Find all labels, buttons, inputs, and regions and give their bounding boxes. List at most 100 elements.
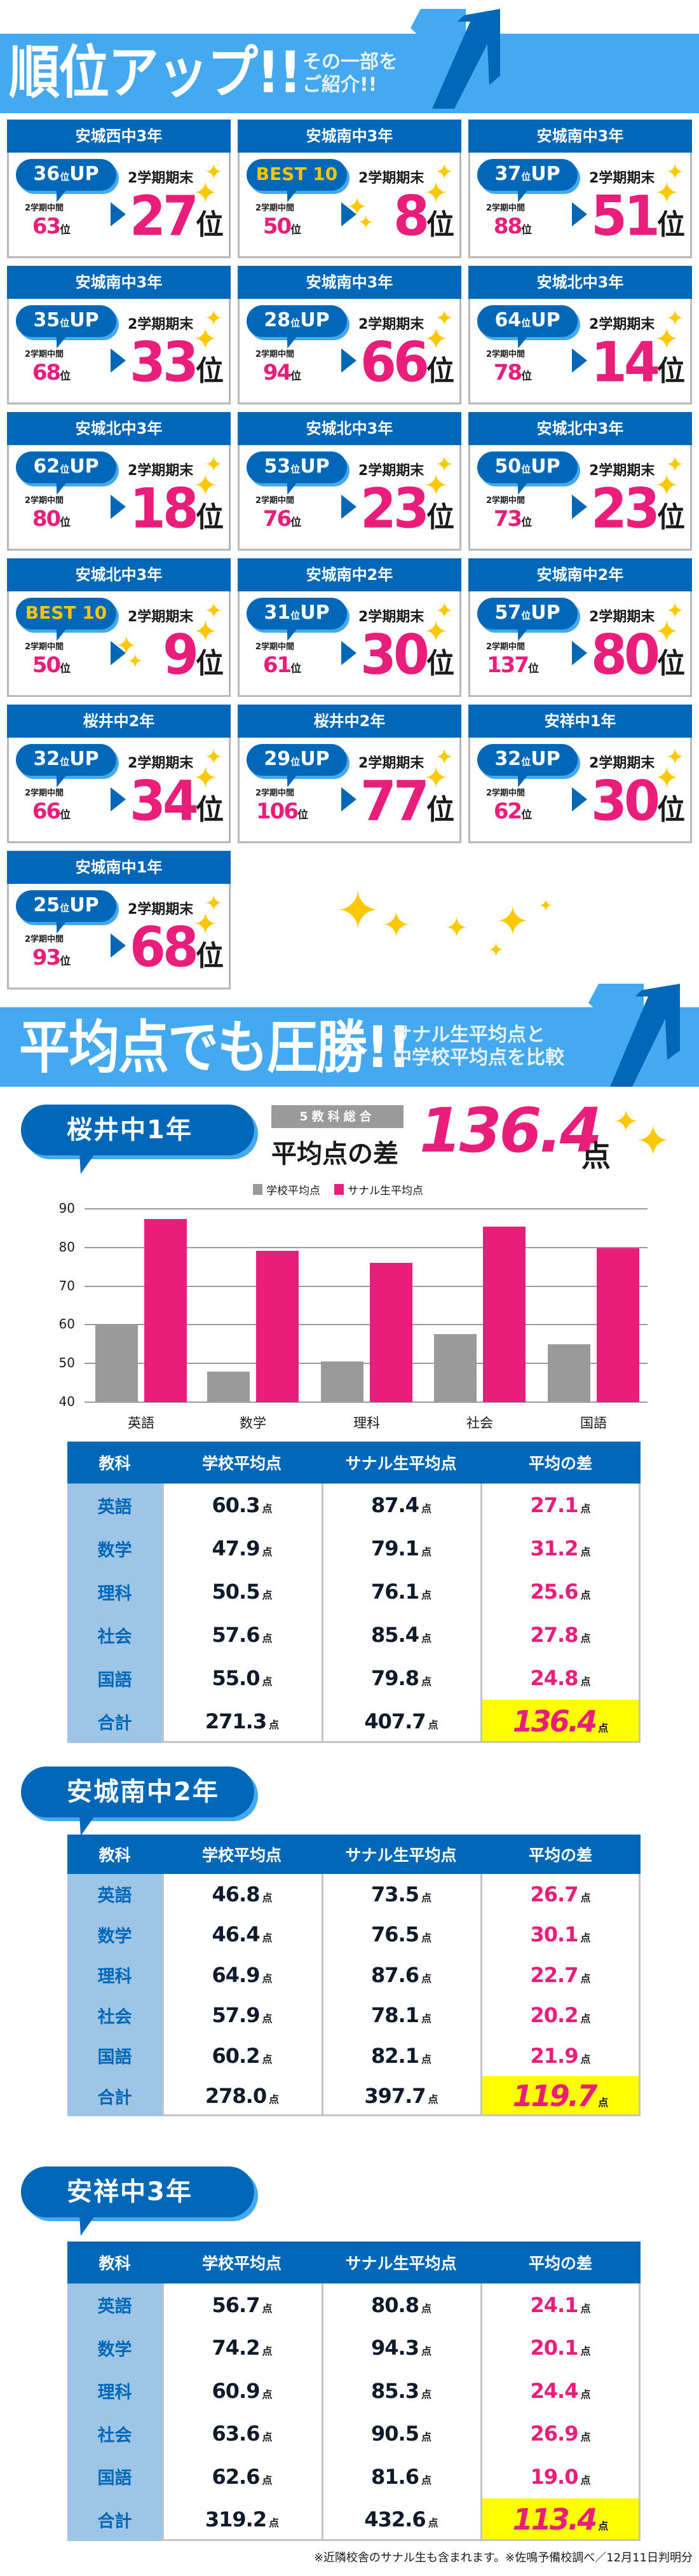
sanaru-avg-cell: 94.3 点 [322,2336,480,2360]
unit: 点 [421,1546,431,1558]
term-mid-label: 2学期中間 [25,789,64,798]
term-mid-label: 2学期中間 [486,642,526,652]
x-category-label: 理科 [353,1415,380,1431]
school-avg-cell: 60.9 点 [162,2379,322,2403]
sparkle-icon: ✦ [488,939,505,961]
term-mid-label: 2学期中間 [25,203,64,213]
school-avg-value: 63.6 [212,2421,261,2446]
sanaru-avg-cell: 76.1 点 [322,1580,480,1604]
table-body [162,1484,641,1743]
end-rank-unit: 位 [657,501,685,534]
sparkle-icon: ✦ [346,193,368,222]
sparkle-icon: ✦ [205,160,223,185]
column-header: 教科 [98,1454,131,1473]
end-rank-unit: 位 [196,355,224,387]
end-rank-number: 80 [590,623,660,687]
average-subtitle-2: 中学校平均点を比較 [393,1047,564,1069]
term-end-label: 2学期期末 [358,170,424,186]
term-mid-label: 2学期中間 [25,496,64,506]
column-header: サナル生平均点 [345,1454,457,1473]
mid-rank-number: 62 [493,799,522,824]
end-rank-unit: 位 [657,794,685,826]
arrow-right-icon [111,495,126,519]
unit: 点 [598,1722,609,1734]
sparkle-icon: ✦ [116,631,137,661]
badge-number: 50 [494,455,522,478]
bar-school [95,1323,138,1402]
unit: 点 [598,2097,609,2109]
speech-tail [514,627,529,641]
unit: 点 [428,2093,438,2106]
school-avg-value: 74.2 [212,2336,261,2360]
end-rank-unit: 位 [196,647,224,680]
end-rank-number: 23 [360,477,430,541]
arrow-right-icon [111,202,126,226]
subject-cell: 数学 [97,1540,132,1560]
rank-up-subtitle-1: その一部を [302,51,398,73]
mid-rank-unit: 位 [60,516,71,529]
badge-up: UP [69,309,99,331]
sparkle-icon: ✦ [336,879,381,942]
sanaru-avg-cell: 87.6 点 [322,1963,480,1987]
badge-up: UP [531,455,560,478]
school-avg-value: 60.2 [212,2043,261,2068]
end-rank: 14位 [591,335,685,390]
sanaru-avg-cell: 79.1 点 [322,1536,480,1560]
unit: 点 [421,2053,431,2065]
sanaru-avg-value: 85.4 [371,1623,419,1647]
end-rank-unit: 位 [426,794,454,826]
unit: 点 [262,1503,272,1515]
rank-card: 安城南中3年 37位UP 2学期期末 ✦ ✦ 2学期中間 88位 51位 [468,120,692,258]
mid-rank: 68位 [23,360,80,385]
rank-up-badge: 28位UP [247,305,347,337]
end-rank-number: 30 [360,623,430,687]
table-row: 国語 60.2 点 82.1 点 21.9 点 [67,2035,641,2076]
badge-unit: 位 [521,610,531,621]
card-school-name: 安城南中2年 [468,558,692,591]
mid-rank-number: 93 [32,945,61,970]
badge-unit: 位 [60,756,70,768]
sparkle-icon: ✦ [655,614,679,649]
badge-number: 62 [33,455,60,478]
x-category-label: 数学 [240,1415,266,1431]
card-school-name: 安城南中1年 [7,851,231,884]
unit: 点 [580,1589,591,1601]
mid-rank-unit: 位 [521,370,533,383]
table-row: 数学 47.9 点 79.1 点 31.2 点 [67,1527,641,1570]
badge-unit: 位 [521,171,531,183]
badge-number: 36 [33,163,60,185]
badge-unit: 位 [521,756,531,768]
sparkle-icon: ✦ [193,322,218,356]
sanaru-avg-value: 82.1 [371,2043,419,2068]
end-rank: 33位 [130,335,224,390]
school-avg-value: 60.9 [212,2378,261,2403]
speech-tail [283,627,299,641]
rank-up-badge: 50位UP [477,451,578,483]
y-tick-label: 80 [58,1239,75,1255]
badge-number: 37 [494,163,522,185]
total-highlight [482,2498,639,2539]
mid-rank: 94位 [254,360,311,385]
unit: 点 [262,2053,272,2065]
subject-cell: 社会 [97,1627,132,1647]
school-avg-value: 319.2 [205,2507,267,2532]
unit: 点 [421,2302,431,2315]
unit: 点 [262,2013,272,2025]
x-category-label: 国語 [580,1415,607,1431]
speech-tail [283,773,299,787]
badge-unit: 位 [60,317,70,329]
sanaru-avg-cell: 87.4 点 [322,1493,480,1517]
subject-cell: 社会 [97,2425,132,2446]
diff-value: 27.8 [530,1623,579,1647]
rank-up-badge: 62位UP [16,451,116,483]
diff-value: 22.7 [530,1962,579,1987]
rank-card: 安城北中3年 50位UP 2学期期末 ✦ ✦ 2学期中間 73位 23位 [468,412,692,551]
term-mid-label: 2学期中間 [486,789,526,798]
school-avg-cell: 278.0 点 [162,2084,322,2108]
diff-value: 24.1 [530,2292,579,2317]
sparkle-icon: ✦ [193,176,218,210]
unit: 点 [421,1972,431,1985]
badge-number: 31 [264,602,291,624]
subject-cell: 国語 [97,2469,132,2489]
subject-cell: 理科 [97,1583,132,1604]
